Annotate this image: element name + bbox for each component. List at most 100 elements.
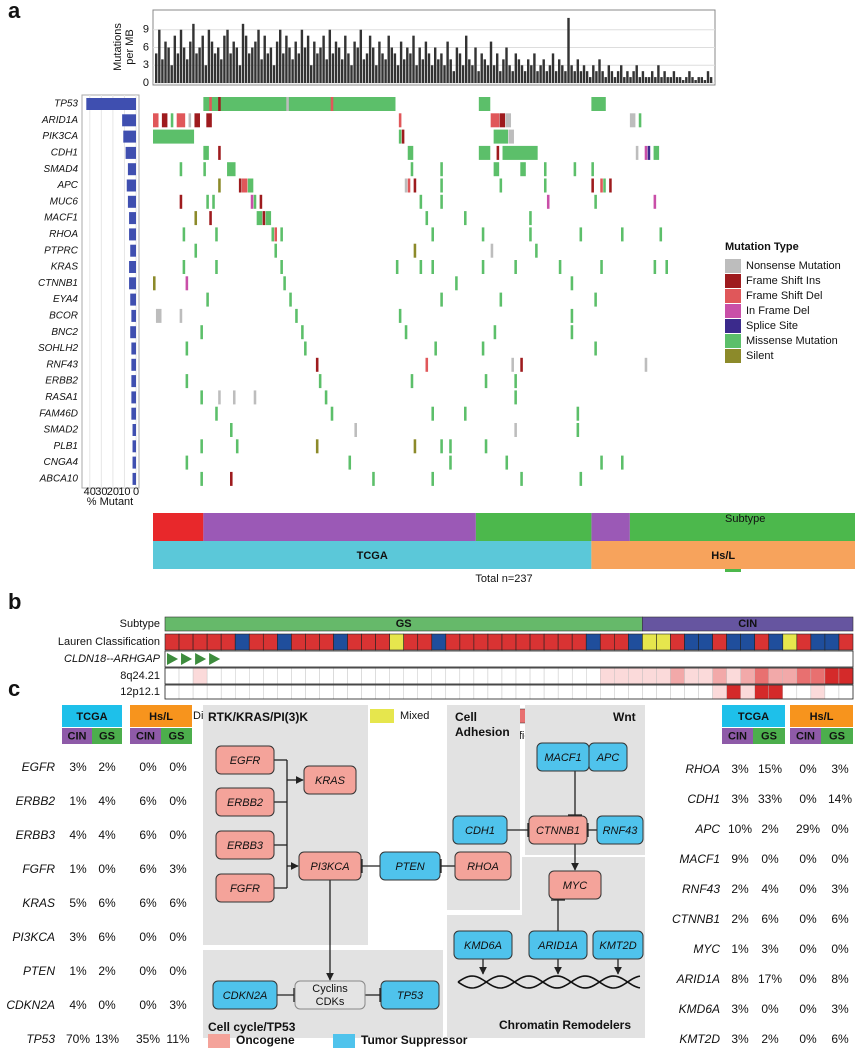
cnv-cell [249,684,264,700]
table-gene: CTNNB1 [672,912,720,926]
lauren-cell [698,633,713,651]
table-subheader-text: GS [829,730,845,742]
mutation-tile [215,227,218,242]
bar [623,77,626,83]
table-cell: 4% [69,828,87,842]
table-subheader [753,728,785,744]
gene-label: CDH1 [51,148,78,159]
bar [384,59,387,83]
mutation-tile [401,129,405,144]
table-cell: 3% [731,762,749,776]
gene-label: TP53 [54,99,78,110]
cnv-cell [782,684,798,700]
y-axis-label: per MB [124,29,136,64]
mutation-tile [256,211,263,226]
bar [303,47,307,83]
mutation-tile [431,260,434,274]
table-gene: KMT2D [679,1032,720,1046]
table-header-text: Hs/L [149,711,173,723]
bar [285,35,288,83]
table-cell: 3% [761,942,779,956]
bar [418,47,421,83]
lauren-cell [628,633,643,651]
cnv-cell [740,684,755,700]
lauren-cell [782,633,798,651]
bar [170,65,173,83]
cnv-cell [347,667,362,685]
bar [127,163,136,176]
bar [548,65,552,83]
mutation-tile [644,357,648,372]
bar [700,77,704,83]
bar [132,424,136,436]
mutation-tile [315,439,319,454]
bar [604,77,607,83]
bar [626,71,629,83]
subtype-segment [475,513,592,541]
bar [297,53,301,83]
cnv-cell [501,684,517,700]
gene-label: PLB1 [54,441,78,452]
bar [132,456,136,469]
region-label: Chromatin Remodelers [499,1018,631,1032]
cnv-cell [333,684,348,700]
legend-swatch [725,274,741,288]
table-cell: 0% [139,964,157,978]
fusion-marker [167,653,179,665]
bar [486,65,490,83]
bar [381,53,384,83]
mutation-tile [372,471,375,486]
node-label: CDKs [316,996,345,1008]
mutation-tile [194,243,198,258]
cnv-cell [684,684,699,700]
node-label: ARID1A [537,940,578,952]
bar [527,59,530,83]
cnv-cell [642,684,657,700]
cnv-cell [192,667,208,685]
cnv-cell [529,684,545,700]
mutation-tile [600,455,603,470]
bar [279,29,282,83]
pathway-node [453,930,513,960]
legend-label: Mixed [400,710,429,722]
cnv-cell [431,684,447,700]
pathway-node [380,980,440,1010]
bar [325,59,328,83]
bar [437,59,440,83]
cnv-cell [445,684,461,700]
plot-frame [81,94,140,489]
lauren-cell [501,633,517,651]
bar [477,71,480,83]
gene-label: FAM46D [39,408,78,419]
node-label: KMT2D [599,940,636,952]
table-cell: 70% [66,1032,90,1046]
mutation-tile [529,227,532,242]
bar [427,53,431,83]
mutation-tile [179,162,183,177]
lauren-cell [206,633,222,651]
table-cell: 3% [169,998,187,1012]
node-label: Cyclins [312,983,348,995]
cnv-cell [417,667,432,685]
table-gene: TP53 [26,1032,55,1046]
mutation-tile [324,390,328,405]
node-label: ERBB3 [227,840,264,852]
table-cell: 2% [761,822,779,836]
mutation-tile [295,308,298,323]
bar [161,59,164,83]
cnv-cell [305,684,320,700]
lauren-cell [305,633,320,651]
mutation-tile [218,145,221,160]
gene-label: ABCA10 [39,474,79,485]
mutation-tile [425,357,429,372]
cnv-cell [389,667,404,685]
cnv-cell [220,667,236,685]
gene-label: MUC6 [50,196,79,207]
table-cell: 3% [731,792,749,806]
cnv-cell [698,667,713,685]
gene-label: BNC2 [51,327,78,338]
mutation-tile [481,341,485,356]
subtype-segment [629,513,855,541]
bar [129,277,136,290]
